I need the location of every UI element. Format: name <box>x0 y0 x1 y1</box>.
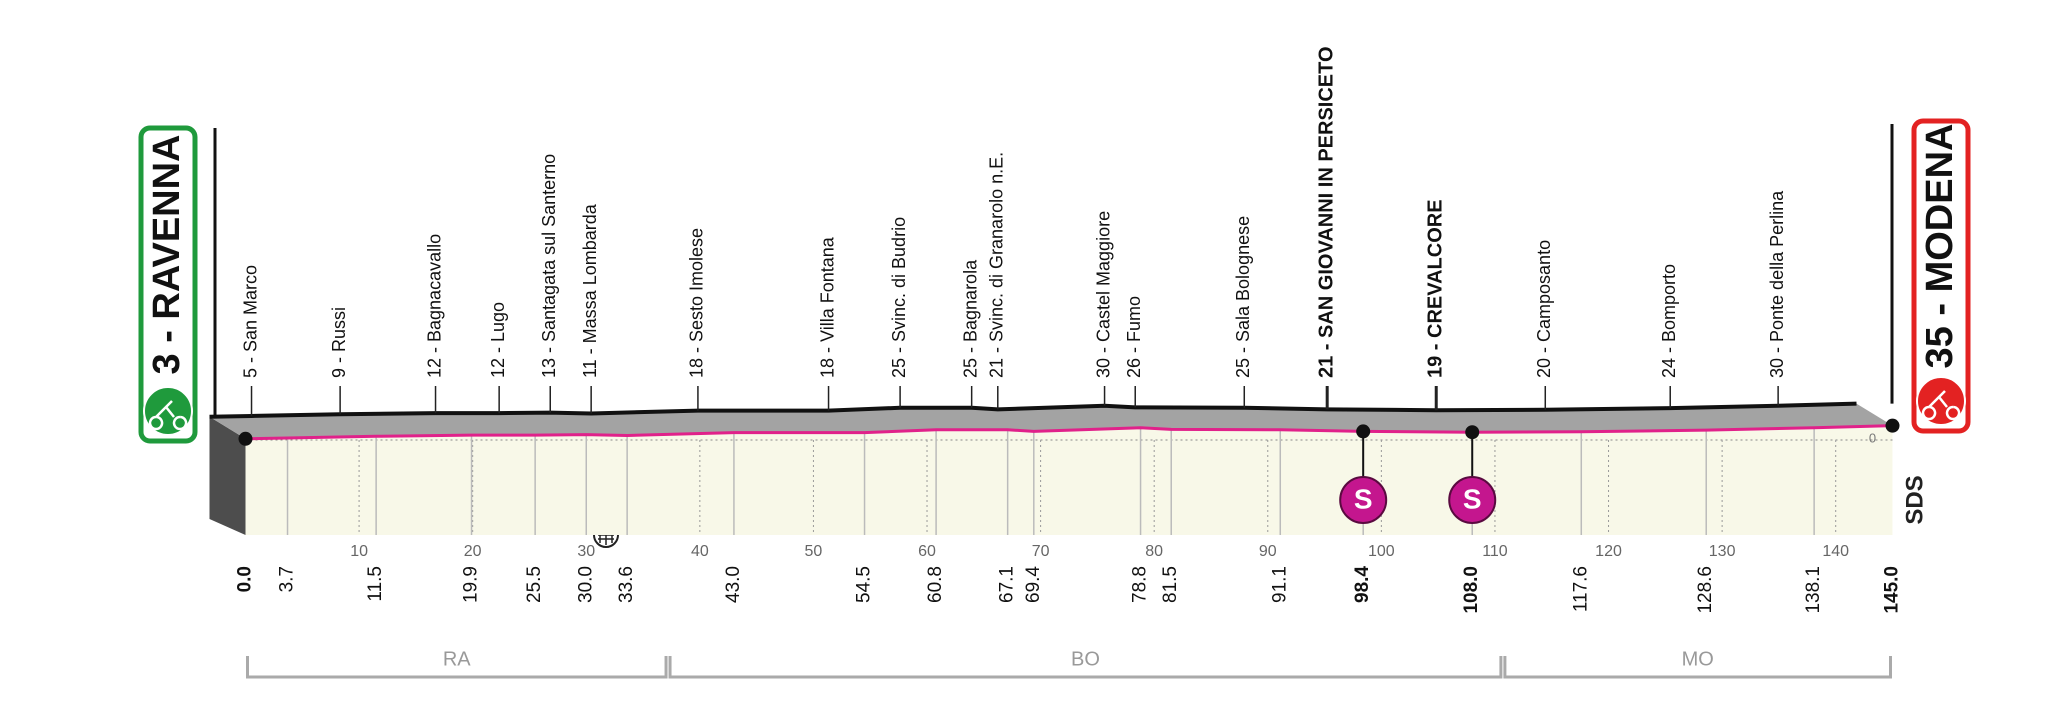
x-tick-label: 20 <box>464 543 482 560</box>
x-tick-label: 130 <box>1709 543 1736 560</box>
region-label: BO <box>1071 648 1100 670</box>
x-tick-label: 70 <box>1032 543 1050 560</box>
km-label: 43.0 <box>723 566 744 603</box>
endpoint <box>238 431 253 446</box>
km-label: 30.0 <box>575 566 596 603</box>
km-label: 98.4 <box>1352 566 1373 603</box>
km-label: 60.8 <box>925 566 946 603</box>
sign-label: 3 - RAVENNA <box>146 135 188 375</box>
km-label: 69.4 <box>1023 566 1044 603</box>
km-label: 19.9 <box>461 566 482 603</box>
waypoint-label: 24 - Bomporto <box>1659 264 1679 378</box>
waypoint-label: 5 - San Marco <box>240 265 260 378</box>
region-bracket <box>246 656 668 679</box>
elevation-line <box>245 424 1893 441</box>
km-label: 3.7 <box>277 566 298 592</box>
cyclist-icon <box>148 400 188 431</box>
waypoint-label: 18 - Villa Fontana <box>817 236 837 378</box>
waypoint-label: 30 - Ponte della Perlina <box>1767 190 1787 378</box>
km-label: 54.5 <box>854 566 875 603</box>
waypoint-label: 25 - Bagnarola <box>960 259 980 378</box>
km-label: 67.1 <box>997 566 1018 603</box>
waypoint-label: 13 - Santagata sul Santerno <box>539 154 559 378</box>
sign-box <box>1911 118 1971 434</box>
km-label: 33.6 <box>616 566 637 603</box>
x-tick-label: 50 <box>805 543 823 560</box>
profile-side <box>209 416 246 535</box>
x-tick-label: 80 <box>1145 543 1163 560</box>
endpoint <box>1885 418 1900 433</box>
x-tick-label: 60 <box>918 543 936 560</box>
km-label: 78.8 <box>1130 566 1151 603</box>
waypoint-label: 25 - Svinc. di Budrio <box>889 217 909 378</box>
region-label: MO <box>1682 648 1714 670</box>
km-label: 145.0 <box>1882 566 1903 614</box>
waypoint-label: 9 - Russi <box>329 307 349 378</box>
waypoint-label: 30 - Castel Maggiore <box>1093 211 1113 378</box>
sprint-point <box>1465 425 1480 440</box>
y-tick-label: 0 <box>1869 430 1876 445</box>
x-tick-label: 120 <box>1595 543 1622 560</box>
km-label: 25.5 <box>524 566 545 603</box>
waypoint-label: 21 - SAN GIOVANNI IN PERSICETO <box>1315 46 1337 378</box>
profile-fill <box>245 425 1893 535</box>
x-tick-label: 40 <box>691 543 709 560</box>
x-tick-label: 110 <box>1482 543 1508 560</box>
km-label: 91.1 <box>1269 566 1290 603</box>
km-label: 0.0 <box>235 566 256 592</box>
cyclist-icon <box>1921 390 1961 421</box>
x-tick-label: 30 <box>577 543 595 560</box>
sprint-badge <box>1448 476 1497 524</box>
region-bracket <box>1503 656 1892 679</box>
sprint-symbol: S <box>1463 483 1482 514</box>
waypoint-label: 20 - Camposanto <box>1534 240 1554 378</box>
waypoint-label: 26 - Fumo <box>1124 296 1144 378</box>
waypoint-label: 21 - Svinc. di Granarolo n.E. <box>987 152 1007 378</box>
logo: SDS <box>1901 475 1928 524</box>
km-label: 138.1 <box>1803 566 1824 614</box>
x-tick-label: 10 <box>350 543 368 560</box>
x-tick-label: 140 <box>1822 543 1849 560</box>
x-tick-label: 100 <box>1368 543 1395 560</box>
waypoint-label: 19 - CREVALCORE <box>1425 199 1447 378</box>
waypoint-label: 25 - Sala Bolognese <box>1233 216 1253 378</box>
region-label: RA <box>443 648 471 670</box>
x-tick-label: 90 <box>1259 543 1277 560</box>
sprint-symbol: S <box>1354 483 1373 514</box>
sign-box <box>138 125 198 444</box>
waypoint-label: 12 - Bagnacavallo <box>424 234 444 378</box>
waypoint-label: 12 - Lugo <box>488 302 508 378</box>
waypoint-label: 18 - Sesto Imolese <box>687 228 707 378</box>
region-bracket <box>668 656 1503 679</box>
sprint-badge <box>1339 476 1388 524</box>
km-label: 108.0 <box>1461 566 1482 614</box>
km-label: 11.5 <box>365 566 386 602</box>
km-label: 117.6 <box>1570 566 1591 612</box>
km-label: 128.6 <box>1695 566 1716 614</box>
sign-label: 35 - MODENA <box>1919 124 1961 369</box>
waypoint-label: 11 - Massa Lombarda <box>580 203 600 378</box>
km-label: 81.5 <box>1160 566 1181 603</box>
sprint-point <box>1356 424 1371 439</box>
